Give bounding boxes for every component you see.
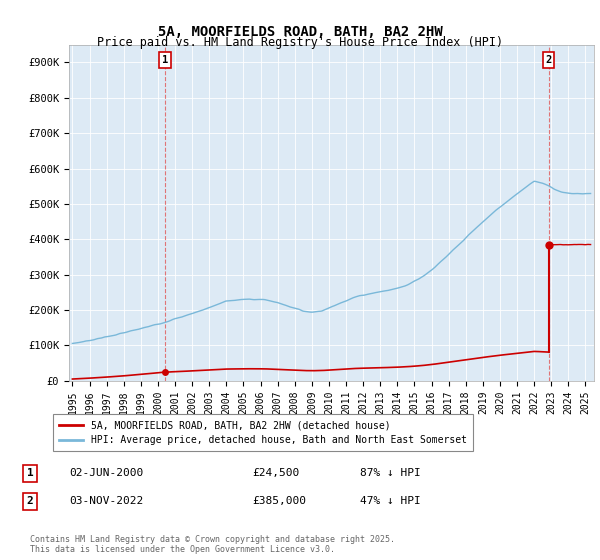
Text: 87% ↓ HPI: 87% ↓ HPI — [360, 468, 421, 478]
Legend: 5A, MOORFIELDS ROAD, BATH, BA2 2HW (detached house), HPI: Average price, detache: 5A, MOORFIELDS ROAD, BATH, BA2 2HW (deta… — [53, 414, 473, 451]
Text: 2: 2 — [545, 55, 551, 65]
Text: 1: 1 — [26, 468, 34, 478]
Text: 02-JUN-2000: 02-JUN-2000 — [69, 468, 143, 478]
Text: 47% ↓ HPI: 47% ↓ HPI — [360, 496, 421, 506]
Text: £385,000: £385,000 — [252, 496, 306, 506]
Text: Contains HM Land Registry data © Crown copyright and database right 2025.
This d: Contains HM Land Registry data © Crown c… — [30, 535, 395, 554]
Text: Price paid vs. HM Land Registry's House Price Index (HPI): Price paid vs. HM Land Registry's House … — [97, 36, 503, 49]
Text: 1: 1 — [162, 55, 168, 65]
Text: 5A, MOORFIELDS ROAD, BATH, BA2 2HW: 5A, MOORFIELDS ROAD, BATH, BA2 2HW — [158, 25, 442, 39]
Text: £24,500: £24,500 — [252, 468, 299, 478]
Text: 2: 2 — [26, 496, 34, 506]
Text: 03-NOV-2022: 03-NOV-2022 — [69, 496, 143, 506]
